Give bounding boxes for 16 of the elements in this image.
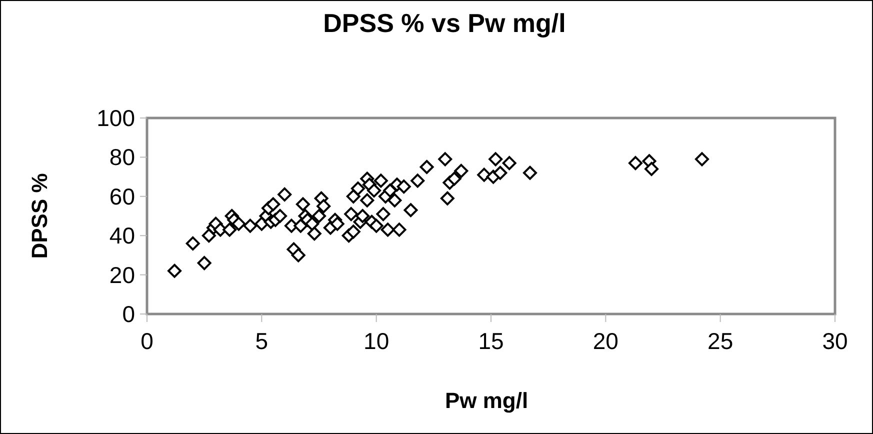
chart-title: DPSS % vs Pw mg/l — [323, 8, 566, 38]
y-tick-label: 60 — [109, 183, 135, 210]
y-tick-label: 20 — [109, 262, 135, 288]
x-tick-label: 20 — [592, 328, 618, 354]
x-tick-label: 30 — [822, 328, 848, 354]
y-tick-label: 80 — [109, 144, 135, 170]
x-tick-label: 25 — [708, 328, 734, 354]
y-axis-title: DPSS % — [27, 173, 52, 259]
x-tick-label: 5 — [255, 328, 268, 354]
y-tick-label: 0 — [122, 301, 135, 327]
x-axis-title: Pw mg/l — [444, 388, 528, 413]
x-tick-label: 15 — [478, 328, 504, 354]
x-tick-label: 10 — [364, 328, 390, 354]
y-tick-label: 100 — [96, 105, 135, 131]
y-tick-label: 40 — [109, 222, 135, 249]
x-tick-label: 0 — [140, 328, 154, 354]
